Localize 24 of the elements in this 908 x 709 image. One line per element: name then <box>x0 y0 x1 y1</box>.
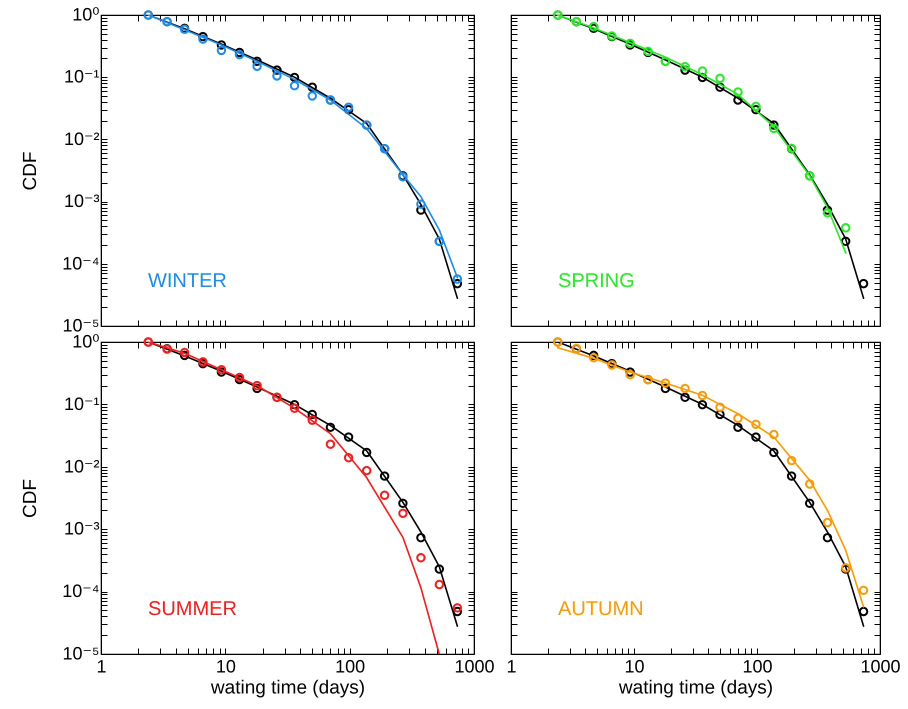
y-tick-label: 10⁻³ <box>64 191 100 212</box>
x-tick-label: 10 <box>624 656 645 676</box>
y-axis-title: CDF <box>20 151 42 191</box>
x-tick-label: 1000 <box>454 656 495 676</box>
x-tick-label: 10 <box>216 656 236 676</box>
y-tick-label: 10⁻⁴ <box>62 253 100 274</box>
y-tick-label: 10⁻² <box>64 128 100 149</box>
y-tick-label: 10⁻¹ <box>64 66 100 87</box>
x-tick-label: 1 <box>506 656 517 676</box>
y-tick-label: 10⁻¹ <box>64 394 100 414</box>
x-tick-label: 100 <box>335 656 366 676</box>
text: WINTER <box>148 270 227 292</box>
x-axis-title: wating time (days) <box>618 678 774 698</box>
y-axis-title: CDF <box>20 478 42 518</box>
y-tick-label: 10⁻³ <box>64 518 100 539</box>
x-tick-label: 100 <box>742 656 773 676</box>
text: SUMMER <box>148 598 237 620</box>
y-tick-label: 10⁻² <box>64 456 100 476</box>
y-tick-label: 10⁰ <box>72 4 100 24</box>
x-axis-title: wating time (days) <box>210 678 366 698</box>
text: SPRING <box>558 270 635 292</box>
y-tick-label: 10⁻⁴ <box>62 581 100 602</box>
x-tick-label: 1000 <box>860 656 901 676</box>
text: AUTUMN <box>558 598 644 620</box>
